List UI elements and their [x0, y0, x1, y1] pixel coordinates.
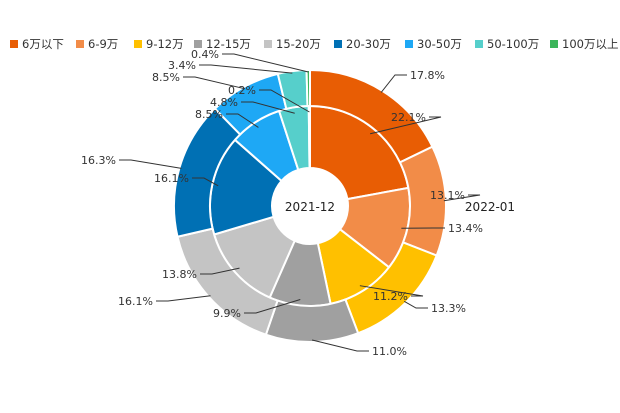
legend-swatch-6[interactable]	[405, 40, 413, 48]
legend-label-7[interactable]: 50-100万	[487, 37, 539, 51]
outer-ring-slice-8[interactable]	[305, 68, 311, 108]
legend-swatch-4[interactable]	[264, 40, 272, 48]
legend-label-8[interactable]: 100万以上	[562, 37, 618, 51]
inner-data-label-7: 4.8%	[210, 96, 238, 109]
inner-data-label-5: 16.1%	[154, 172, 189, 185]
inner-data-label-2: 11.2%	[373, 290, 408, 303]
outer-data-label-6: 8.5%	[152, 71, 180, 84]
inner-leader-line-2	[359, 285, 424, 297]
inner-data-label-3: 9.9%	[213, 307, 241, 320]
inner-data-label-0: 22.1%	[391, 111, 426, 124]
inner-leader-line-4	[200, 267, 240, 275]
legend-swatch-5[interactable]	[334, 40, 342, 48]
outer-data-label-4: 16.1%	[118, 295, 153, 308]
inner-ring-slice-8[interactable]	[307, 104, 311, 170]
legend-label-4[interactable]: 15-20万	[276, 37, 321, 51]
inner-leader-line-6	[226, 113, 259, 128]
legend-swatch-2[interactable]	[134, 40, 142, 48]
legend-label-5[interactable]: 20-30万	[346, 37, 391, 51]
legend-swatch-7[interactable]	[475, 40, 483, 48]
series-name-outer: 2022-01	[465, 200, 515, 214]
legend-label-2[interactable]: 9-12万	[146, 37, 184, 51]
inner-leader-line-3	[244, 299, 301, 314]
legend-swatch-1[interactable]	[76, 40, 84, 48]
inner-data-label-6: 8.5%	[195, 108, 223, 121]
inner-leader-line-5	[192, 177, 219, 187]
legend-swatch-3[interactable]	[194, 40, 202, 48]
outer-leader-line-7	[199, 64, 293, 74]
legend-label-0[interactable]: 6万以下	[22, 37, 64, 51]
series-name-inner: 2021-12	[285, 200, 335, 214]
inner-data-label-1: 13.4%	[448, 222, 483, 235]
legend-swatch-8[interactable]	[550, 40, 558, 48]
outer-data-label-7: 3.4%	[168, 59, 196, 72]
outer-leader-line-6	[183, 76, 246, 90]
outer-leader-line-8	[222, 53, 309, 73]
outer-leader-line-2	[403, 300, 428, 309]
legend-label-6[interactable]: 30-50万	[417, 37, 462, 51]
outer-leader-line-1	[443, 194, 481, 202]
inner-data-label-8: 0.2%	[228, 84, 256, 97]
outer-leader-line-0	[380, 74, 407, 93]
inner-data-label-4: 13.8%	[162, 268, 197, 281]
inner-leader-line-8	[259, 89, 310, 113]
inner-leader-line-0	[370, 116, 442, 135]
outer-data-label-2: 13.3%	[431, 302, 466, 315]
legend-swatch-0[interactable]	[10, 40, 18, 48]
outer-data-label-3: 11.0%	[372, 345, 407, 358]
outer-data-label-5: 16.3%	[81, 154, 116, 167]
outer-leader-line-4	[156, 295, 211, 302]
inner-leader-line-7	[241, 101, 295, 114]
outer-leader-line-3	[311, 339, 369, 352]
rings	[173, 68, 447, 343]
outer-leader-line-5	[119, 159, 182, 169]
outer-data-label-0: 17.8%	[410, 69, 445, 82]
outer-data-label-1: 13.1%	[430, 189, 465, 202]
legend: 6万以下 6-9万 9-12万 12-15万 15-20万 20-30万 30-50万 50-…	[10, 37, 618, 51]
legend-label-1[interactable]: 6-9万	[88, 37, 118, 51]
data-labels: 22.1%13.4%11.2%9.9%13.8%16.1%8.5%4.8%0.2…	[81, 48, 483, 358]
outer-data-label-8: 0.4%	[191, 48, 219, 61]
legend-label-3[interactable]: 12-15万	[206, 37, 251, 51]
